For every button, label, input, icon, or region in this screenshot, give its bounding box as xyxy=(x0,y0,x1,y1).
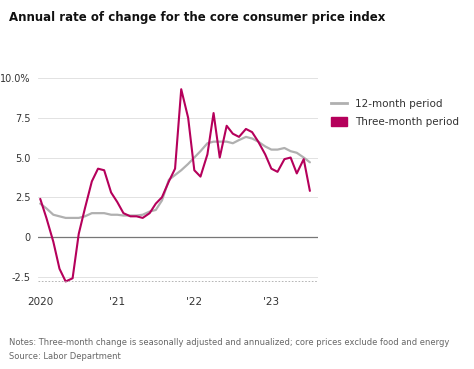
Text: Source: Labor Department: Source: Labor Department xyxy=(9,352,121,361)
Text: Annual rate of change for the core consumer price index: Annual rate of change for the core consu… xyxy=(9,11,386,24)
Text: Notes: Three-month change is seasonally adjusted and annualized; core prices exc: Notes: Three-month change is seasonally … xyxy=(9,338,450,346)
Legend: 12-month period, Three-month period: 12-month period, Three-month period xyxy=(331,99,459,127)
